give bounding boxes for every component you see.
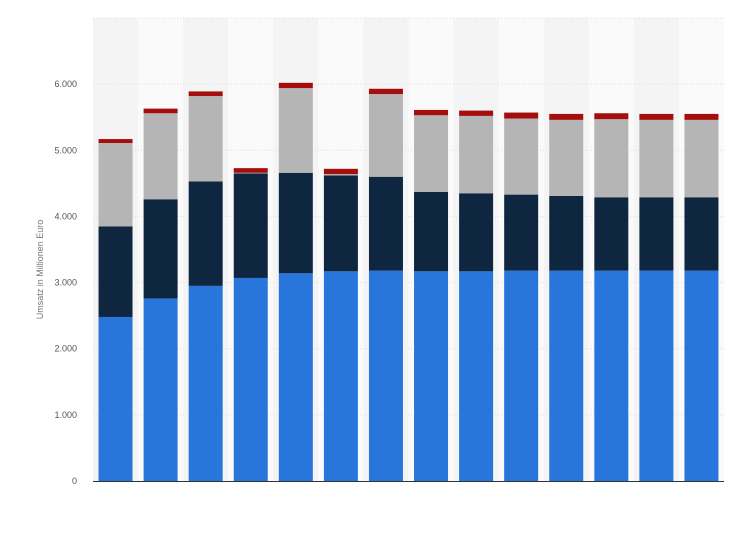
bar-segment-series-2[interactable] [549, 195, 584, 271]
bar-segment-series-3[interactable] [323, 174, 358, 176]
bar-segment-series-2[interactable] [639, 197, 674, 271]
bar-segment-series-4[interactable] [549, 113, 584, 120]
bar-segment-series-1[interactable] [278, 273, 313, 481]
bar-segment-series-2[interactable] [278, 172, 313, 274]
bar-segment-series-1[interactable] [98, 316, 133, 481]
y-tick-labels: 0 1.000 2.000 3.000 4.000 5.000 6.000 [54, 79, 77, 486]
bar-segment-series-1[interactable] [549, 270, 584, 481]
bar-segment-series-3[interactable] [684, 119, 719, 198]
bar-segment-series-3[interactable] [368, 94, 403, 177]
bar-segment-series-3[interactable] [639, 119, 674, 198]
bar-segment-series-2[interactable] [414, 191, 449, 272]
bar-segment-series-1[interactable] [414, 271, 449, 481]
bar-segment-series-4[interactable] [414, 109, 449, 116]
bar-segment-series-4[interactable] [684, 113, 719, 120]
y-tick-label: 3.000 [54, 278, 77, 288]
bar-segment-series-1[interactable] [504, 270, 539, 481]
bar-segment-series-4[interactable] [368, 88, 403, 95]
bar-segment-series-2[interactable] [233, 173, 268, 278]
bar-segment-series-2[interactable] [504, 194, 539, 271]
bar-segment-series-4[interactable] [233, 168, 268, 173]
bar-segment-series-3[interactable] [143, 113, 178, 200]
bar-segment-series-4[interactable] [98, 139, 133, 144]
bar-segment-series-1[interactable] [639, 270, 674, 481]
bar-segment-series-2[interactable] [98, 226, 133, 317]
bar-segment-series-3[interactable] [594, 119, 629, 198]
bar-segment-series-2[interactable] [323, 175, 358, 272]
y-tick-label: 1.000 [54, 410, 77, 420]
bar-segment-series-3[interactable] [233, 172, 268, 174]
bar-segment-series-2[interactable] [143, 199, 178, 299]
bar-segment-series-1[interactable] [188, 285, 223, 481]
y-axis-title: Umsatz in Millionen Euro [35, 220, 45, 320]
y-tick-label: 4.000 [54, 211, 77, 221]
bar-segment-series-1[interactable] [323, 271, 358, 481]
bar-segment-series-4[interactable] [323, 168, 358, 175]
bar-segment-series-3[interactable] [504, 118, 539, 195]
bar-segment-series-4[interactable] [143, 108, 178, 114]
bar-segment-series-3[interactable] [98, 143, 133, 227]
y-tick-label: 0 [72, 476, 77, 486]
bar-segment-series-2[interactable] [684, 197, 719, 271]
bar-segment-series-1[interactable] [459, 271, 494, 481]
bar-segment-series-4[interactable] [278, 82, 313, 89]
y-tick-label: 2.000 [54, 344, 77, 354]
bar-segment-series-1[interactable] [143, 298, 178, 481]
bar-segment-series-3[interactable] [414, 115, 449, 192]
bar-segment-series-2[interactable] [594, 197, 629, 271]
bar-segment-series-3[interactable] [549, 119, 584, 196]
bar-segment-series-2[interactable] [188, 181, 223, 286]
bar-segment-series-1[interactable] [233, 277, 268, 481]
bar-segment-series-3[interactable] [278, 88, 313, 173]
bar-segment-series-3[interactable] [188, 96, 223, 182]
bar-segment-series-1[interactable] [594, 270, 629, 481]
column-bands [93, 18, 724, 481]
bar-segment-series-4[interactable] [639, 113, 674, 120]
bar-segment-series-2[interactable] [368, 176, 403, 271]
bar-segment-series-4[interactable] [459, 110, 494, 116]
bar-segment-series-3[interactable] [459, 115, 494, 194]
bar-segment-series-1[interactable] [684, 270, 719, 481]
bar-segment-series-1[interactable] [368, 270, 403, 481]
bar-segment-series-4[interactable] [594, 113, 629, 120]
bars [98, 82, 719, 481]
bar-segment-series-4[interactable] [188, 91, 223, 97]
y-tick-label: 6.000 [54, 79, 77, 89]
bar-segment-series-4[interactable] [504, 112, 539, 119]
bar-segment-series-2[interactable] [459, 193, 494, 272]
y-tick-label: 5.000 [54, 145, 77, 155]
